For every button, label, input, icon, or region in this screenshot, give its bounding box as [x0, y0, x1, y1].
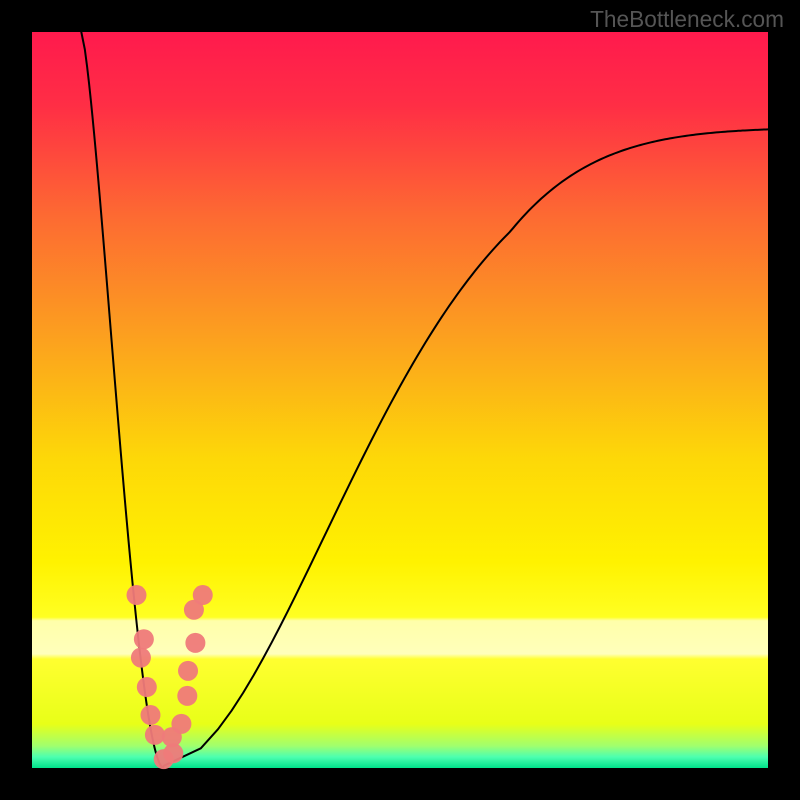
watermark-text: TheBottleneck.com	[590, 6, 784, 33]
marker-group	[127, 585, 213, 769]
data-marker	[127, 585, 147, 605]
data-marker	[193, 585, 213, 605]
plot-area	[32, 32, 768, 768]
v-curve-line	[81, 32, 768, 768]
data-marker	[141, 705, 161, 725]
data-marker	[131, 648, 151, 668]
curve-overlay	[32, 32, 768, 768]
data-marker	[177, 686, 197, 706]
data-marker	[134, 629, 154, 649]
chart-stage: { "canvas": { "width": 800, "height": 80…	[0, 0, 800, 800]
data-marker	[145, 725, 165, 745]
data-marker	[137, 677, 157, 697]
data-marker	[185, 633, 205, 653]
data-marker	[178, 661, 198, 681]
data-marker	[171, 714, 191, 734]
